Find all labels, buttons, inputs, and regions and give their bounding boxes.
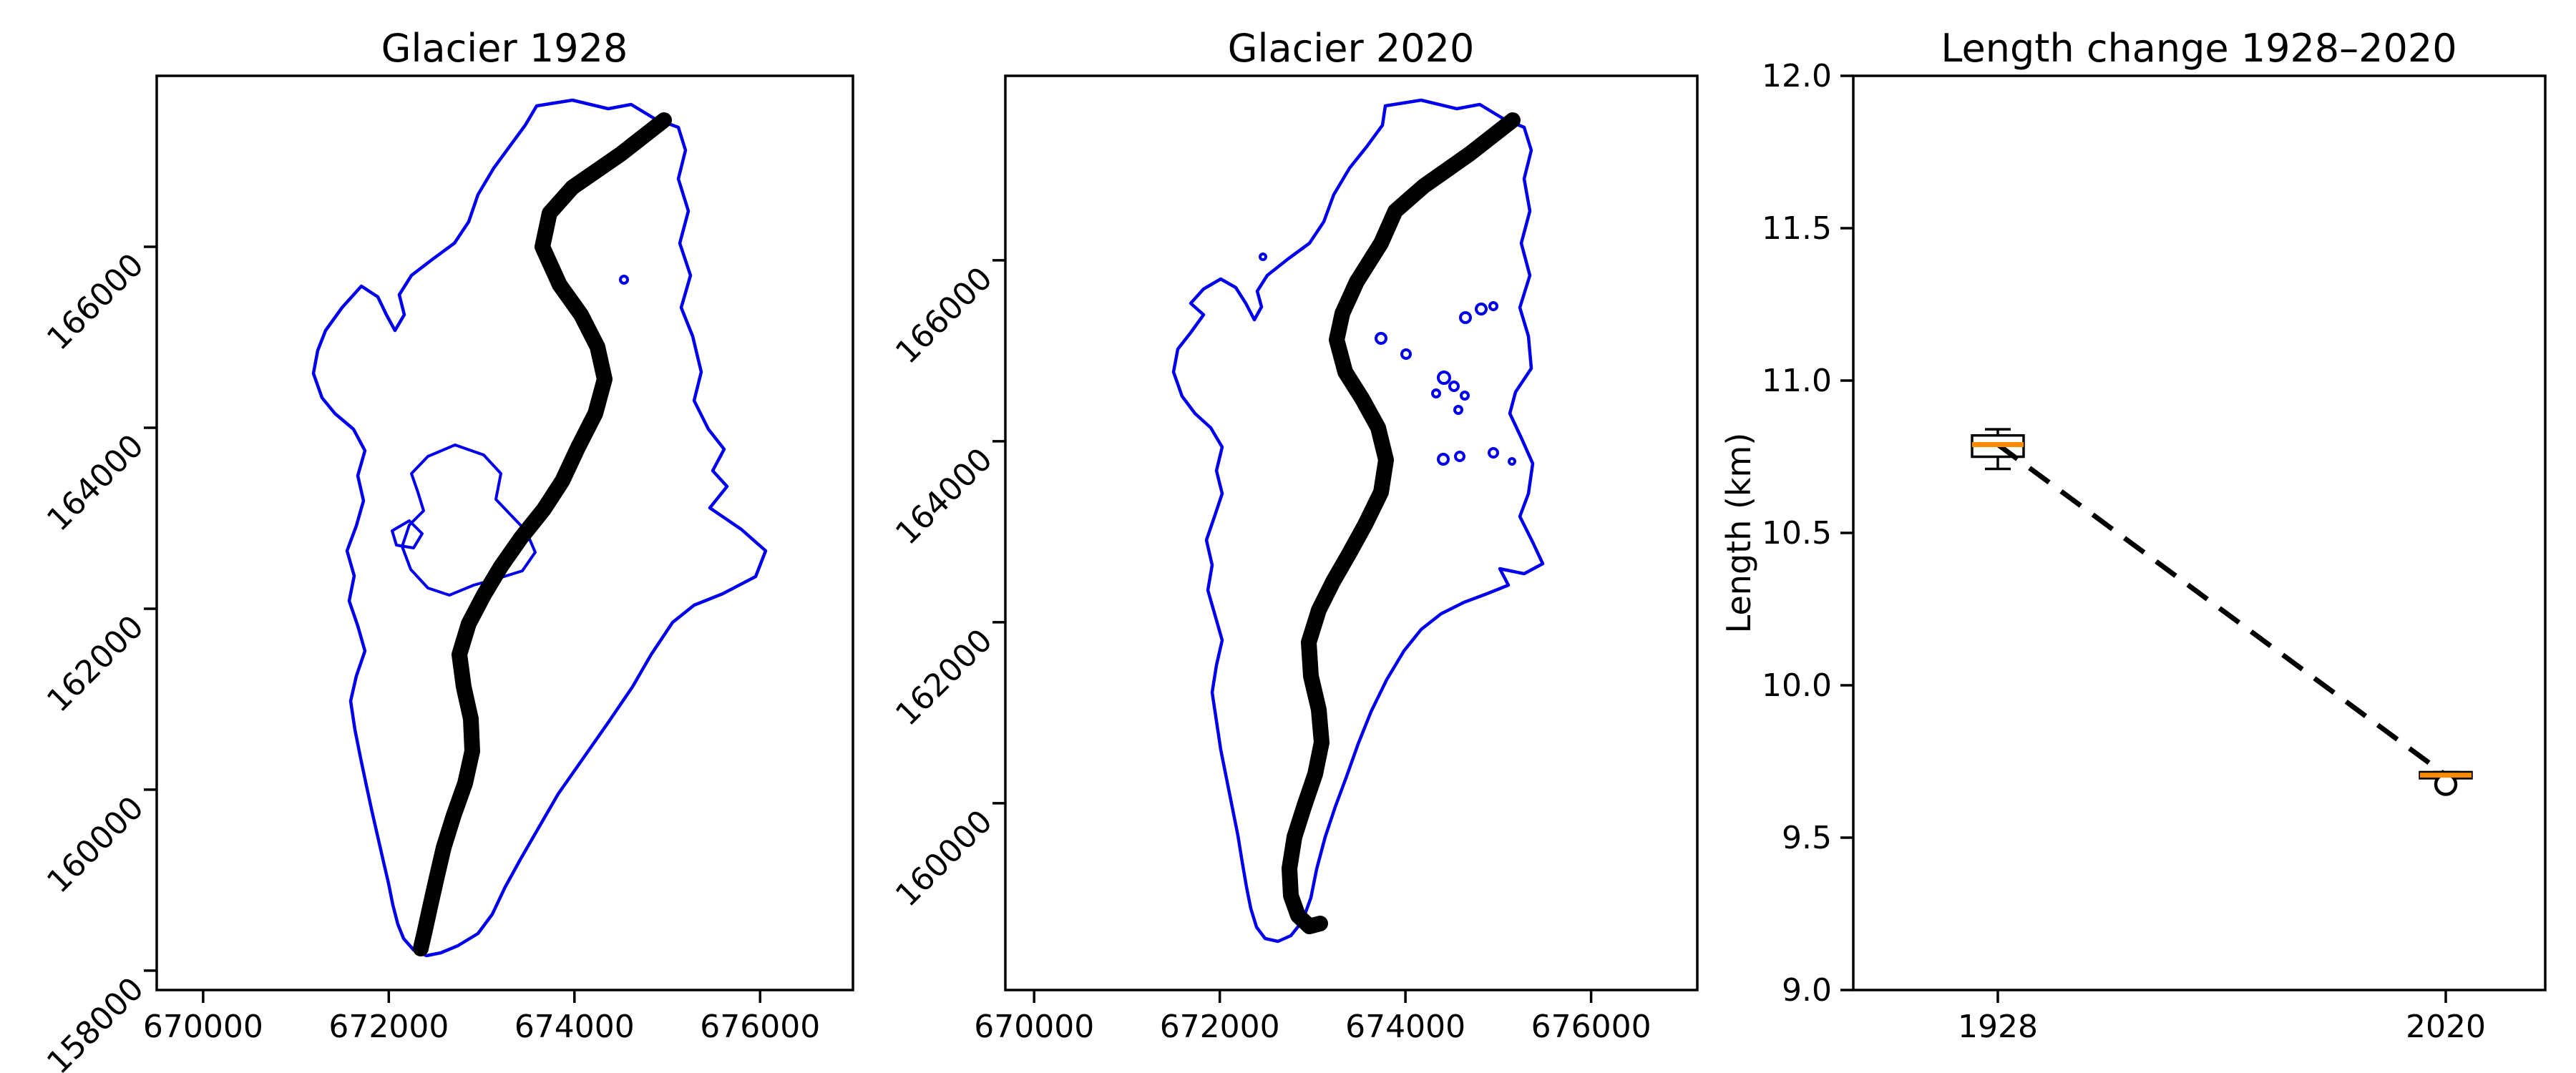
glacier_1928-x-tick-label: 672000 [328, 1009, 449, 1045]
glacier_2020-outline-dot [1508, 457, 1516, 466]
glacier_2020-outline-dot [1437, 371, 1451, 385]
glacier_2020-y-tick-label: 164000 [889, 441, 1000, 552]
glacier_2020-outline-dot [1488, 447, 1499, 459]
glacier_1928-x-tick-label: 670000 [143, 1009, 263, 1045]
length-change-connector [1996, 442, 2448, 778]
glacier_2020-outline-dot [1431, 388, 1441, 398]
glacier_2020-outline-dot [1454, 451, 1465, 462]
glacier_1928-outline-hole [391, 519, 424, 549]
length-y-tick-label: 9.5 [1782, 820, 1832, 856]
length-y-tick-label: 12.0 [1762, 58, 1832, 94]
glacier_1928-y-tick-label: 158000 [40, 971, 151, 1073]
glacier_2020-outline-dot [1453, 405, 1463, 415]
length-x-tick-label: 2020 [2406, 1009, 2486, 1045]
length_change-axes-frame [1852, 74, 2547, 991]
length-change-title: Length change 1928–2020 [1941, 26, 2457, 71]
map-2020-title: Glacier 2020 [1227, 26, 1475, 71]
length-y-tick-label: 10.0 [1762, 667, 1832, 704]
glacier_1928-outline-dot [619, 275, 629, 285]
glacier_2020-outline-dot [1375, 332, 1387, 345]
glacier_2020-outline-dot [1259, 253, 1267, 261]
length-y-tick-label: 10.5 [1762, 515, 1832, 552]
glacier_2020-y-tick-label: 162000 [889, 622, 1000, 733]
length-axis-label: Length (km) [1719, 432, 1758, 634]
length-y-tick-label: 9.0 [1782, 972, 1832, 1009]
glacier_1928-outline-hole [401, 444, 537, 597]
glacier_1928-y-tick-label: 162000 [40, 609, 151, 720]
glacier_2020-x-tick-label: 670000 [974, 1009, 1094, 1045]
glacier_2020-outline-dot [1460, 391, 1470, 401]
glacier_2020-x-tick-label: 672000 [1160, 1009, 1280, 1045]
glacier_1928-outline [311, 98, 768, 958]
glacier_2020-y-tick-label: 160000 [889, 803, 1000, 914]
glacier_2020-x-tick-label: 674000 [1345, 1009, 1465, 1045]
glacier_2020-outline-dot [1475, 303, 1488, 315]
glacier_2020-outline [1171, 98, 1545, 944]
glacier_2020-outline-dot [1437, 453, 1450, 466]
length-y-tick-label: 11.5 [1762, 210, 1832, 247]
length-y-tick-label: 11.0 [1762, 363, 1832, 399]
glacier_1928-x-tick-label: 676000 [700, 1009, 820, 1045]
glacier_1928-axes-frame [155, 74, 854, 991]
glacier_2020-centerline [1282, 112, 1521, 934]
glacier_2020-outline-dot [1488, 301, 1498, 311]
glacier_1928-y-tick-label: 164000 [40, 428, 151, 539]
glacier_1928-x-tick-label: 674000 [514, 1009, 635, 1045]
glacier_1928-y-tick-label: 166000 [40, 247, 151, 358]
glacier_2020-outline-dot [1448, 381, 1460, 392]
length-x-tick-label: 1928 [1958, 1009, 2038, 1045]
glacier_2020-outline-dot [1459, 311, 1472, 324]
glacier_1928-centerline [413, 112, 672, 956]
glacier_2020-outline-dot [1400, 348, 1412, 360]
glacier_2020-y-tick-label: 166000 [889, 260, 1000, 371]
glacier_2020-axes-frame [1004, 74, 1699, 991]
map-1928-title: Glacier 1928 [381, 26, 628, 71]
glacier_1928-y-tick-label: 160000 [40, 790, 151, 901]
glacier_2020-x-tick-label: 676000 [1531, 1009, 1652, 1045]
